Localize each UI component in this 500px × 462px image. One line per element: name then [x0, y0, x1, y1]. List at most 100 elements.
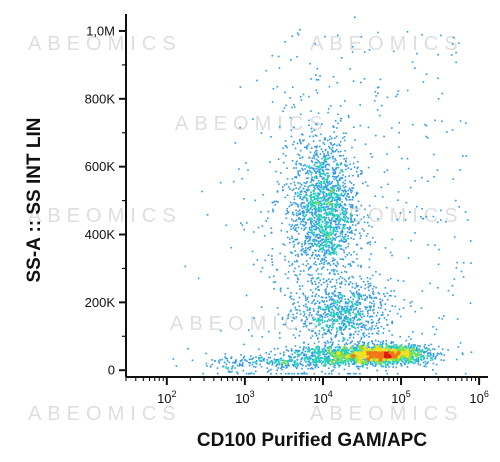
event-dot	[313, 257, 316, 259]
event-dot	[334, 193, 336, 196]
event-dot	[234, 360, 237, 362]
event-dot	[317, 196, 319, 198]
event-dot	[325, 158, 328, 161]
event-dot	[325, 358, 328, 360]
event-dot	[410, 338, 412, 340]
event-dot	[362, 363, 365, 365]
event-dot	[288, 357, 291, 359]
event-dot	[343, 357, 345, 359]
event-dot	[312, 368, 314, 370]
event-dot	[329, 345, 331, 348]
event-dot	[333, 322, 335, 325]
event-dot	[348, 228, 350, 231]
event-dot	[354, 313, 357, 315]
event-dot	[373, 100, 376, 102]
event-dot	[397, 199, 399, 201]
event-dot	[322, 199, 324, 202]
event-dot	[331, 247, 333, 250]
event-dot	[442, 315, 445, 317]
event-dot	[347, 311, 350, 313]
event-dot	[334, 120, 337, 122]
event-dot	[308, 237, 311, 239]
event-dot	[324, 158, 326, 161]
event-dot	[314, 213, 316, 215]
event-dot	[226, 360, 229, 362]
event-dot	[470, 351, 473, 353]
event-dot	[338, 219, 341, 222]
event-dot	[307, 263, 309, 265]
event-dot	[291, 235, 293, 238]
event-dot	[320, 206, 323, 208]
event-dot	[401, 355, 404, 358]
event-dot	[460, 270, 463, 273]
event-dot	[299, 141, 302, 144]
event-dot	[337, 358, 340, 360]
event-dot	[317, 285, 320, 288]
event-dot	[288, 372, 290, 375]
event-dot	[402, 361, 404, 363]
event-dot	[342, 362, 344, 365]
event-dot	[303, 270, 305, 272]
event-dot	[319, 260, 322, 262]
event-dot	[305, 214, 307, 217]
event-dot	[276, 190, 279, 192]
event-dot	[278, 363, 280, 366]
event-dot	[416, 205, 418, 208]
event-dot	[359, 232, 361, 235]
event-dot	[376, 327, 379, 330]
event-dot	[344, 349, 346, 351]
event-dot	[328, 202, 330, 204]
event-dot	[383, 171, 386, 173]
event-dot	[251, 250, 254, 253]
event-dot	[352, 355, 354, 357]
event-dot	[397, 355, 400, 358]
event-dot	[317, 159, 319, 162]
event-dot	[333, 273, 335, 275]
event-dot	[294, 176, 296, 178]
event-dot	[319, 153, 322, 155]
event-dot	[325, 222, 327, 224]
event-dot	[342, 181, 344, 184]
event-dot	[297, 277, 299, 280]
event-dot	[329, 156, 331, 159]
event-dot	[411, 348, 414, 350]
event-dot	[295, 163, 298, 166]
event-dot	[343, 216, 346, 218]
event-dot	[379, 298, 382, 300]
event-dot	[327, 108, 330, 110]
event-dot	[359, 323, 361, 325]
event-dot	[317, 341, 320, 343]
event-dot	[336, 144, 338, 147]
event-dot	[410, 358, 413, 360]
event-dot	[411, 353, 414, 356]
event-dot	[327, 352, 329, 354]
event-dot	[324, 166, 327, 168]
event-dot	[344, 235, 346, 238]
event-dot	[313, 196, 316, 199]
event-dot	[348, 199, 351, 201]
event-dot	[316, 235, 318, 237]
event-dot	[241, 177, 243, 180]
event-dot	[284, 255, 286, 258]
event-dot	[318, 210, 321, 212]
event-dot	[331, 218, 333, 221]
event-dot	[350, 350, 352, 352]
event-dot	[348, 310, 351, 313]
event-dot	[335, 199, 338, 201]
event-dot	[353, 126, 355, 128]
event-dot	[324, 341, 326, 344]
event-dot	[417, 363, 419, 365]
event-dot	[351, 293, 354, 295]
event-dot	[366, 315, 369, 317]
event-dot	[364, 287, 366, 290]
event-dot	[330, 269, 333, 272]
event-dot	[303, 354, 306, 357]
event-dot	[327, 305, 329, 308]
event-dot	[339, 120, 342, 122]
event-dot	[309, 236, 312, 238]
event-dot	[350, 182, 353, 184]
event-dot	[357, 333, 359, 336]
event-dot	[275, 372, 278, 375]
event-dot	[332, 157, 334, 160]
event-dot	[368, 327, 371, 329]
